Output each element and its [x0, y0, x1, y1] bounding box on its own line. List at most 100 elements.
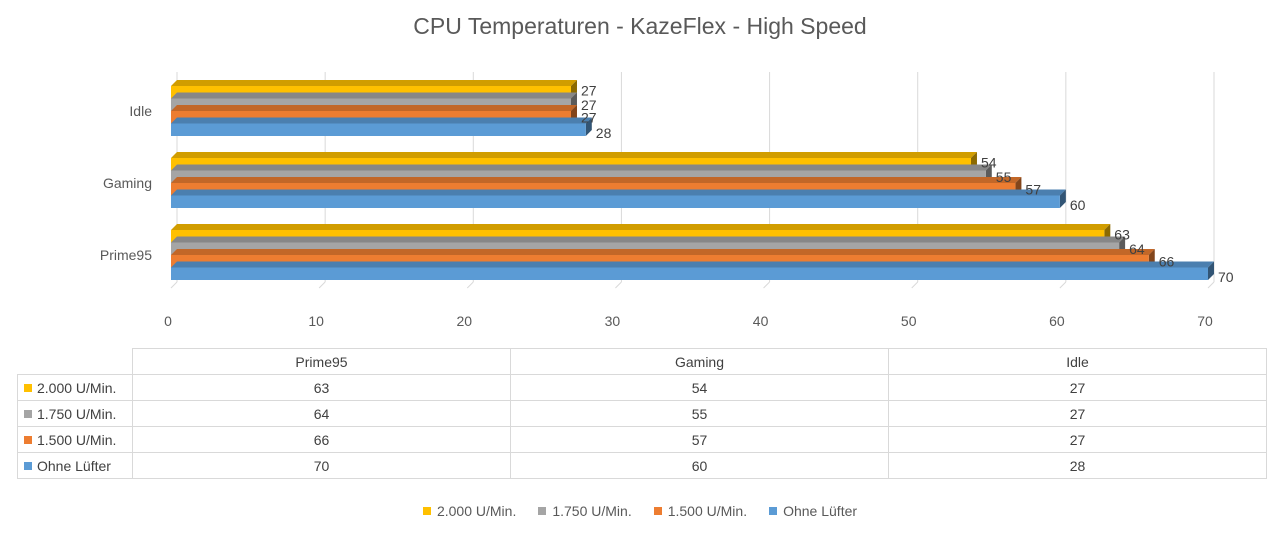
gridline-floor	[466, 281, 474, 289]
bars	[171, 80, 1214, 280]
gridline-floor	[1059, 281, 1067, 289]
data-table-cell: 27	[888, 426, 1267, 453]
bar-ohne-l-fter-prime95	[171, 261, 1214, 280]
data-table-row: 2.000 U/Min. 63 54 27	[17, 374, 1267, 401]
data-table-corner	[17, 348, 133, 375]
series-swatch	[24, 409, 32, 418]
data-label: 60	[1070, 197, 1086, 213]
bar-top-face	[171, 224, 1111, 230]
bar-end-face	[585, 117, 592, 136]
series-swatch	[24, 435, 32, 444]
bar-top-face	[171, 80, 577, 86]
data-table-row-label: 1.500 U/Min.	[17, 426, 133, 453]
bar-front-face	[171, 195, 1060, 208]
data-table-cell: 60	[510, 452, 889, 479]
data-table-cell: 63	[132, 374, 511, 401]
legend-item-2-000-u-min: 2.000 U/Min.	[422, 503, 517, 519]
series-swatch	[24, 461, 32, 470]
category-label-idle: Idle	[129, 103, 152, 119]
gridline-floor	[763, 281, 770, 289]
bar-ohne-l-fter-idle	[171, 117, 592, 136]
data-table-row-label: Ohne Lüfter	[17, 452, 133, 479]
x-tick-label: 10	[308, 313, 324, 329]
x-tick-label: 0	[164, 313, 172, 329]
bar-top-face	[171, 164, 992, 171]
gridline-floor	[911, 281, 919, 289]
category-label-prime95: Prime95	[100, 247, 152, 263]
data-label: 28	[596, 125, 612, 141]
legend-label: 2.000 U/Min.	[436, 503, 517, 519]
bar-top-face	[171, 189, 1066, 196]
data-table-header-gaming: Gaming	[510, 348, 889, 375]
bar-end-face	[1208, 261, 1214, 280]
bar-top-face	[171, 92, 577, 99]
bar-chart-plot: 0 10 20 30 40 50 60 70636466705455576027272728P…	[100, 72, 1234, 329]
legend-swatch	[422, 507, 431, 515]
data-table-cell: 27	[888, 374, 1267, 401]
chart-title: CPU Temperaturen - KazeFlex - High Speed	[413, 13, 867, 39]
legend-item-ohne-l-fter: Ohne Lüfter	[769, 503, 857, 519]
data-table: Prime95 Gaming Idle 2.000 U/Min. 63 54 27 1.…	[17, 348, 1267, 479]
legend-label: 1.750 U/Min.	[552, 503, 632, 519]
bar-top-face	[171, 236, 1126, 243]
legend-label: Ohne Lüfter	[783, 503, 858, 519]
data-table-header-prime95: Prime95	[132, 348, 511, 375]
bar-top-face	[171, 117, 592, 124]
bar-top-face	[171, 177, 1022, 183]
data-table-cell: 57	[510, 426, 889, 453]
legend-item-1-500-u-min: 1.500 U/Min.	[653, 503, 748, 519]
bar-ohne-l-fter-gaming	[171, 189, 1066, 208]
data-label: 27	[581, 97, 597, 113]
data-label: 55	[996, 169, 1012, 185]
data-label: 54	[981, 154, 997, 170]
data-table-header-row: Prime95 Gaming Idle	[17, 348, 1267, 375]
legend-swatch	[538, 507, 547, 515]
bar-top-face	[171, 105, 577, 111]
gridline-floor	[1207, 281, 1215, 289]
data-label: 66	[1159, 253, 1175, 269]
data-table-cell: 66	[132, 426, 511, 453]
data-table-row: 1.500 U/Min. 66 57 27	[17, 426, 1267, 453]
legend-item-1-750-u-min: 1.750 U/Min.	[538, 503, 632, 519]
bar-top-face	[171, 152, 977, 158]
gridline-floor	[318, 281, 326, 289]
legend-swatch	[769, 507, 778, 515]
data-table-row: Ohne Lüfter 70 60 28	[17, 452, 1267, 479]
data-table-cell: 70	[132, 452, 511, 479]
data-label: 27	[581, 109, 597, 125]
category-label-gaming: Gaming	[103, 175, 152, 191]
data-label: 27	[581, 82, 597, 98]
data-table-cell: 28	[888, 452, 1267, 479]
chart-legend: 2.000 U/Min. 1.750 U/Min. 1.500 U/Min. Ohne…	[0, 503, 1280, 519]
data-table-header-idle: Idle	[888, 348, 1267, 375]
y-axis-labels: Prime95 Gaming Idle	[100, 103, 152, 263]
x-tick-label: 50	[901, 313, 917, 329]
bar-top-face	[171, 249, 1155, 255]
data-label: 70	[1218, 269, 1234, 285]
data-table-row-label: 1.750 U/Min.	[17, 400, 133, 427]
gridline-floor	[170, 281, 178, 289]
gridline-floor	[615, 281, 622, 289]
legend-label: 1.500 U/Min.	[667, 503, 748, 519]
data-table-cell: 64	[132, 400, 511, 427]
data-table-cell: 54	[510, 374, 889, 401]
x-axis-ticks: 0 10 20 30 40 50 60 70	[164, 313, 1213, 329]
data-table-row-label: 2.000 U/Min.	[17, 374, 133, 401]
legend-swatch	[653, 507, 662, 515]
data-table-row: 1.750 U/Min. 64 55 27	[17, 400, 1267, 427]
bar-top-face	[171, 261, 1214, 268]
data-label: 63	[1114, 226, 1130, 242]
data-table-cell: 55	[510, 400, 889, 427]
x-tick-label: 40	[753, 313, 769, 329]
x-tick-label: 70	[1197, 313, 1213, 329]
series-swatch	[24, 383, 32, 392]
bar-front-face	[171, 123, 586, 136]
data-table-cell: 27	[888, 400, 1267, 427]
data-label: 57	[1025, 181, 1041, 197]
bar-end-face	[1059, 189, 1066, 208]
x-tick-label: 60	[1049, 313, 1065, 329]
bar-front-face	[171, 267, 1208, 280]
x-tick-label: 20	[456, 313, 472, 329]
data-label: 64	[1129, 241, 1145, 257]
